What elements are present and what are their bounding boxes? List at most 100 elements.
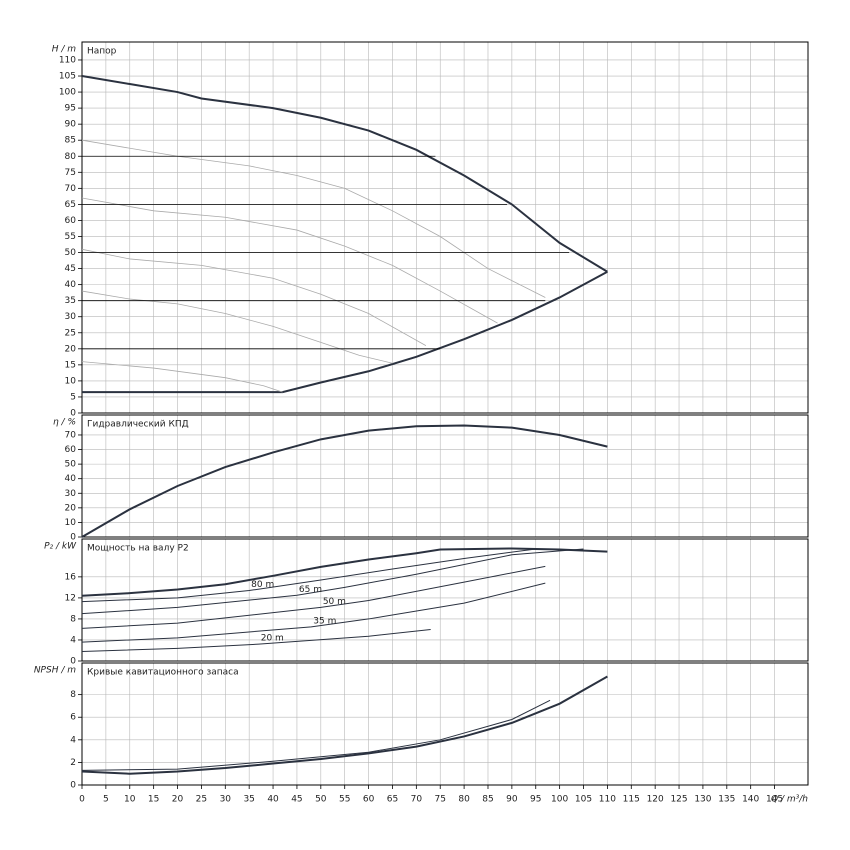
- y-tick-label: 30: [65, 312, 77, 322]
- panel-title: Напор: [87, 47, 117, 57]
- x-tick-label: 20: [172, 795, 184, 805]
- x-tick-label: 5: [103, 795, 109, 805]
- x-tick-label: 100: [551, 795, 568, 805]
- panel-title: Гидравлический КПД: [87, 420, 189, 430]
- y-tick-label: 40: [65, 474, 77, 484]
- x-tick-label: 25: [196, 795, 207, 805]
- y-tick-label: 0: [70, 409, 76, 419]
- curve-label: 35 m: [313, 616, 336, 626]
- y-tick-label: 30: [65, 489, 77, 499]
- y-tick-label: 50: [65, 248, 77, 258]
- x-tick-label: 125: [670, 795, 687, 805]
- x-tick-label: 110: [599, 795, 616, 805]
- x-tick-label: 115: [623, 795, 640, 805]
- y-tick-label: 20: [65, 503, 77, 513]
- y-tick-label: 8: [70, 690, 76, 700]
- x-tick-label: 95: [530, 795, 541, 805]
- panel-border: [81, 41, 809, 414]
- x-tick-label: 140: [742, 795, 759, 805]
- y-tick-label: 45: [65, 264, 76, 274]
- x-tick-label: 0: [79, 795, 85, 805]
- y-tick-label: 12: [65, 593, 76, 603]
- y-tick-label: 10: [65, 518, 77, 528]
- y-tick-label: 60: [65, 445, 77, 455]
- x-tick-label: 45: [291, 795, 302, 805]
- curve-label: 20 m: [261, 634, 284, 644]
- panel-frame: [82, 539, 808, 661]
- x-tick-label: 90: [506, 795, 518, 805]
- y-tick-label: 15: [65, 360, 76, 370]
- y-tick-label: 40: [65, 280, 77, 290]
- x-axis-label: Q / m³/h: [771, 795, 808, 805]
- curve: [81, 75, 608, 273]
- y-tick-label: 70: [65, 430, 77, 440]
- y-tick-label: 4: [70, 635, 76, 645]
- y-tick-label: 35: [65, 296, 76, 306]
- x-tick-label: 105: [575, 795, 592, 805]
- x-tick-label: 30: [220, 795, 232, 805]
- curve-label: 80 m: [251, 580, 274, 590]
- panel-border: [81, 538, 809, 662]
- x-tick-label: 50: [315, 795, 327, 805]
- y-tick-label: 70: [65, 184, 77, 194]
- y-tick-label: 0: [70, 781, 76, 791]
- panel-title: Кривые кавитационного запаса: [87, 668, 239, 678]
- y-tick-label: 16: [65, 572, 77, 582]
- curve: [82, 270, 608, 394]
- curve: [81, 675, 608, 775]
- panel-frame: [82, 415, 808, 537]
- curve: [81, 139, 546, 298]
- y-tick-label: 5: [70, 392, 76, 402]
- x-tick-label: 75: [434, 795, 445, 805]
- x-tick-label: 60: [363, 795, 375, 805]
- y-tick-label: 10: [65, 376, 77, 386]
- panel-frame: [82, 663, 808, 785]
- panel-title: Мощность на валу P2: [87, 544, 189, 554]
- y-tick-label: 55: [65, 232, 76, 242]
- curve: [81, 248, 427, 346]
- curve-label: 65 m: [299, 585, 322, 595]
- x-tick-label: 10: [124, 795, 136, 805]
- x-tick-label: 135: [718, 795, 735, 805]
- y-tick-label: 105: [59, 72, 76, 82]
- panel-border: [81, 662, 809, 786]
- x-tick-label: 80: [458, 795, 470, 805]
- y-tick-label: 80: [65, 152, 77, 162]
- curve: [81, 361, 283, 393]
- panel-frame: [82, 42, 808, 413]
- x-tick-label: 55: [339, 795, 350, 805]
- y-tick-label: 100: [59, 88, 76, 98]
- y-tick-label: 0: [70, 657, 76, 667]
- y-axis-label: H / m: [52, 45, 77, 55]
- x-tick-label: 40: [267, 795, 279, 805]
- y-tick-label: 65: [65, 200, 76, 210]
- curve: [81, 628, 431, 653]
- y-tick-label: 60: [65, 216, 77, 226]
- x-tick-label: 70: [411, 795, 423, 805]
- curve: [81, 699, 551, 771]
- y-tick-label: 6: [70, 713, 76, 723]
- y-tick-label: 8: [70, 614, 76, 624]
- x-tick-label: 145: [766, 795, 783, 805]
- y-tick-label: 0: [70, 533, 76, 543]
- y-tick-label: 90: [65, 120, 77, 130]
- curve: [81, 582, 546, 643]
- y-tick-label: 85: [65, 136, 76, 146]
- y-tick-label: 50: [65, 460, 77, 470]
- curve-label: 50 m: [323, 597, 346, 607]
- y-axis-label: NPSH / m: [34, 666, 76, 676]
- x-tick-label: 65: [387, 795, 398, 805]
- curve: [81, 547, 608, 597]
- y-tick-label: 2: [70, 758, 76, 768]
- curve: [81, 565, 546, 629]
- x-tick-label: 120: [647, 795, 664, 805]
- y-tick-label: 25: [65, 328, 76, 338]
- y-axis-label: η / %: [53, 418, 76, 428]
- curve: [81, 548, 536, 603]
- curve: [81, 290, 393, 364]
- y-tick-label: 110: [59, 55, 76, 65]
- y-tick-label: 4: [70, 735, 76, 745]
- x-tick-label: 35: [243, 795, 254, 805]
- x-tick-label: 130: [694, 795, 711, 805]
